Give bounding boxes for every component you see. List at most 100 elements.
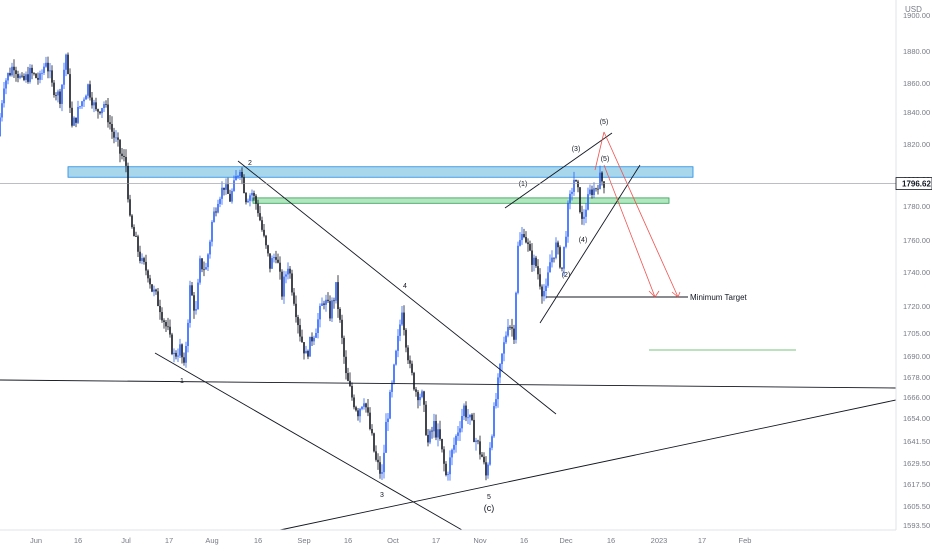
candle-body bbox=[209, 241, 211, 255]
arrow-head-c bbox=[648, 290, 656, 298]
candle-body bbox=[393, 364, 395, 383]
candle-body bbox=[327, 299, 329, 302]
candle-body bbox=[21, 75, 23, 77]
candle-body bbox=[117, 137, 119, 140]
candle-body bbox=[353, 397, 355, 408]
candle-body bbox=[161, 312, 163, 321]
candle-body bbox=[541, 286, 543, 297]
candle-body bbox=[325, 299, 327, 305]
candle-body bbox=[23, 76, 25, 80]
candle-body bbox=[411, 363, 413, 373]
candle-body bbox=[83, 99, 85, 102]
candle-body bbox=[63, 69, 65, 85]
candle-body bbox=[141, 258, 143, 261]
candle-body bbox=[71, 107, 73, 126]
candle-body bbox=[223, 187, 225, 190]
candle-body bbox=[525, 237, 527, 243]
y-tick-label: 1666.00 bbox=[903, 393, 930, 402]
minimum-target-label: Minimum Target bbox=[690, 293, 748, 302]
candle-body bbox=[157, 291, 159, 306]
candle-body bbox=[577, 181, 579, 188]
candle-body bbox=[571, 191, 573, 194]
candle-body bbox=[167, 326, 169, 328]
candle-body bbox=[369, 412, 371, 430]
candle-body bbox=[435, 420, 437, 438]
candle-body bbox=[57, 91, 59, 96]
candle-body bbox=[317, 319, 319, 333]
candle-body bbox=[601, 172, 603, 182]
label-wave-5-paren-high: (5) bbox=[600, 119, 609, 126]
candle-body bbox=[255, 195, 257, 204]
current-price-label-box bbox=[895, 177, 932, 190]
candle-body bbox=[333, 300, 335, 302]
candle-body bbox=[563, 246, 565, 269]
candle-body bbox=[149, 278, 151, 285]
x-tick-label: Feb bbox=[739, 536, 752, 545]
x-tick-label: Oct bbox=[387, 536, 400, 545]
candle-body bbox=[195, 309, 197, 311]
candle-body bbox=[543, 291, 545, 297]
candle-body bbox=[457, 432, 459, 436]
candle-body bbox=[545, 285, 547, 292]
candle-body bbox=[387, 418, 389, 422]
candle-body bbox=[583, 216, 585, 219]
candle-body bbox=[313, 337, 315, 342]
candle-body bbox=[237, 176, 239, 177]
candle-body bbox=[553, 257, 555, 259]
candle-body bbox=[519, 240, 521, 246]
candle-body bbox=[123, 155, 125, 157]
candle-body bbox=[257, 203, 259, 214]
candle-body bbox=[87, 84, 89, 96]
candle-body bbox=[499, 364, 501, 378]
y-tick-label: 1629.50 bbox=[903, 459, 930, 468]
candle-body bbox=[561, 267, 563, 269]
candle-body bbox=[147, 270, 149, 279]
label-wave-3: 3 bbox=[380, 492, 384, 499]
candle-body bbox=[329, 301, 331, 319]
candle-body bbox=[181, 344, 183, 358]
candle-body bbox=[487, 464, 489, 476]
candle-body bbox=[217, 203, 219, 213]
candle-body bbox=[323, 303, 325, 305]
candle-body bbox=[273, 257, 275, 259]
candle-body bbox=[547, 272, 549, 286]
price-axis[interactable]: 1900.001880.001860.001840.001820.001800.… bbox=[903, 11, 930, 530]
label-wave-5: 5 bbox=[487, 494, 491, 501]
label-wave-4: 4 bbox=[403, 283, 407, 290]
candle-body bbox=[565, 236, 567, 247]
y-tick-label: 1780.00 bbox=[903, 202, 930, 211]
candle-body bbox=[503, 342, 505, 354]
candle-body bbox=[249, 195, 251, 201]
candle-body bbox=[59, 91, 61, 104]
candle-body bbox=[287, 268, 289, 275]
candle-body bbox=[597, 188, 599, 190]
candle-body bbox=[205, 267, 207, 270]
candle-body bbox=[467, 417, 469, 419]
candle-body bbox=[111, 124, 113, 132]
candle-body bbox=[413, 372, 415, 390]
candle-body bbox=[253, 192, 255, 196]
candle-body bbox=[373, 433, 375, 452]
candle-body bbox=[17, 74, 19, 78]
candle-body bbox=[243, 177, 245, 193]
candle-body bbox=[139, 251, 141, 261]
candle-body bbox=[559, 247, 561, 268]
candle-body bbox=[307, 350, 309, 357]
candle-body bbox=[109, 122, 111, 125]
candle-body bbox=[95, 102, 97, 110]
candle-body bbox=[535, 257, 537, 267]
candle-body bbox=[599, 172, 601, 189]
candle-body bbox=[133, 227, 135, 237]
candle-body bbox=[159, 305, 161, 313]
candle-body bbox=[233, 180, 235, 191]
time-axis[interactable]: Jun 16 Jul 17 Aug 16 Sep 16 Oct 17 Nov 16 Dec 16 2023 1… bbox=[30, 536, 752, 545]
candle-body bbox=[305, 350, 307, 354]
candle-body bbox=[529, 244, 531, 251]
candle-body bbox=[603, 181, 605, 188]
y-tick-label: 1820.00 bbox=[903, 140, 930, 149]
candle-body bbox=[471, 414, 473, 420]
arrow-head-d bbox=[654, 290, 660, 298]
